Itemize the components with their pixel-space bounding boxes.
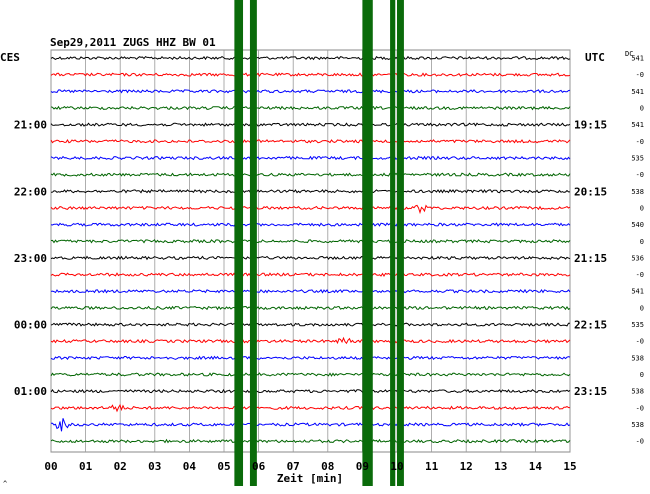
trace-line xyxy=(50,288,571,294)
dc-value: 538 xyxy=(631,188,644,196)
trace-line xyxy=(50,372,571,377)
dc-value: 0 xyxy=(640,238,644,246)
trace-line xyxy=(50,189,570,194)
trace-line xyxy=(50,388,571,394)
x-tick-label: 10 xyxy=(390,460,403,473)
saturated-band xyxy=(397,0,404,486)
trace-line xyxy=(50,438,571,444)
dc-value: -0 xyxy=(636,138,644,146)
dc-value: -0 xyxy=(636,171,644,179)
trace-line xyxy=(50,155,571,161)
saturated-band xyxy=(234,0,244,486)
dc-value: -0 xyxy=(636,438,644,446)
trace-line xyxy=(50,355,571,361)
dc-value: 541 xyxy=(631,88,644,96)
chart-title: Sep29,2011 ZUGS HHZ BW 01 xyxy=(50,36,216,49)
trace-line xyxy=(50,272,571,277)
x-tick-label: 12 xyxy=(460,460,473,473)
trace-line xyxy=(50,105,571,111)
x-tick-labels: 00 01 02 03 04 05 06 07 08 09 10 11 12 13 14 15 xyxy=(44,460,576,473)
trace-line xyxy=(50,403,571,413)
dc-value: 0 xyxy=(640,304,644,312)
right-time-label: 20:15 xyxy=(574,185,607,198)
trace-line xyxy=(50,204,571,215)
dc-value: 0 xyxy=(640,104,644,112)
trace-line xyxy=(50,172,571,177)
x-tick-label: 11 xyxy=(425,460,439,473)
dc-value: -0 xyxy=(636,71,644,79)
dc-value: 536 xyxy=(631,254,644,262)
trace-line xyxy=(50,222,571,227)
dc-value: 0 xyxy=(640,204,644,212)
left-time-label: 23:00 xyxy=(14,252,47,265)
right-time-label: 22:15 xyxy=(574,319,607,332)
trace-line xyxy=(51,418,571,432)
dc-value: 0 xyxy=(640,371,644,379)
x-tick-label: 08 xyxy=(321,460,334,473)
seismic-traces xyxy=(50,55,571,444)
dc-value: 540 xyxy=(631,221,644,229)
x-tick-label: 06 xyxy=(252,460,266,473)
saturated-band xyxy=(362,0,373,486)
trace-line xyxy=(50,336,571,345)
left-time-label: 00:00 xyxy=(14,319,47,332)
dc-value: 541 xyxy=(631,55,644,63)
dc-value: 541 xyxy=(631,121,644,129)
right-time-label: 21:15 xyxy=(574,252,607,265)
trace-line xyxy=(50,55,571,61)
dc-values: 541 -0 541 0 541 -0 535 -0 538 0 540 0 536 -0 541 0 535 -… xyxy=(631,55,644,446)
trace-line xyxy=(50,322,570,327)
dc-header-label: DC xyxy=(625,50,633,58)
trace-line xyxy=(50,72,571,77)
x-tick-label: 07 xyxy=(287,460,300,473)
left-time-label: 21:00 xyxy=(14,119,47,132)
x-tick-label: 04 xyxy=(183,460,197,473)
x-tick-label: 14 xyxy=(529,460,543,473)
right-time-label: 19:15 xyxy=(574,119,607,132)
saturated-band xyxy=(249,0,257,486)
trace-line xyxy=(50,139,571,144)
left-timezone-label: CES xyxy=(0,51,20,64)
right-timezone-label: UTC xyxy=(585,51,605,64)
right-time-labels: 19:15 20:15 21:15 22:15 23:15 xyxy=(574,119,607,399)
x-tick-label: 03 xyxy=(148,460,161,473)
dc-value: -0 xyxy=(636,404,644,412)
x-axis-label: Zeit [min] xyxy=(277,472,343,485)
x-tick-label: 05 xyxy=(217,460,230,473)
x-tick-label: 02 xyxy=(114,460,127,473)
footer-mark: ^ xyxy=(3,480,7,488)
dc-value: -0 xyxy=(636,338,644,346)
dc-value: 535 xyxy=(631,154,644,162)
trace-line xyxy=(50,255,571,261)
right-time-label: 23:15 xyxy=(574,385,607,398)
x-tick-label: 15 xyxy=(563,460,576,473)
x-tick-label: 13 xyxy=(494,460,507,473)
saturated-bands xyxy=(234,0,404,486)
x-tick-label: 01 xyxy=(79,460,93,473)
dc-value: 538 xyxy=(631,421,644,429)
trace-line xyxy=(50,122,571,127)
dc-value: 535 xyxy=(631,321,644,329)
trace-line xyxy=(50,89,571,94)
saturated-band xyxy=(390,0,396,486)
left-time-label: 22:00 xyxy=(14,185,47,198)
x-tick-label: 09 xyxy=(356,460,369,473)
dc-value: -0 xyxy=(636,271,644,279)
trace-line xyxy=(50,305,571,311)
trace-line xyxy=(50,239,571,244)
x-tick-label: 00 xyxy=(44,460,57,473)
dc-value: 538 xyxy=(631,354,644,362)
dc-value: 538 xyxy=(631,388,644,396)
left-time-labels: 21:00 22:00 23:00 00:00 01:00 xyxy=(14,119,47,399)
dc-value: 541 xyxy=(631,288,644,296)
left-time-label: 01:00 xyxy=(14,385,47,398)
